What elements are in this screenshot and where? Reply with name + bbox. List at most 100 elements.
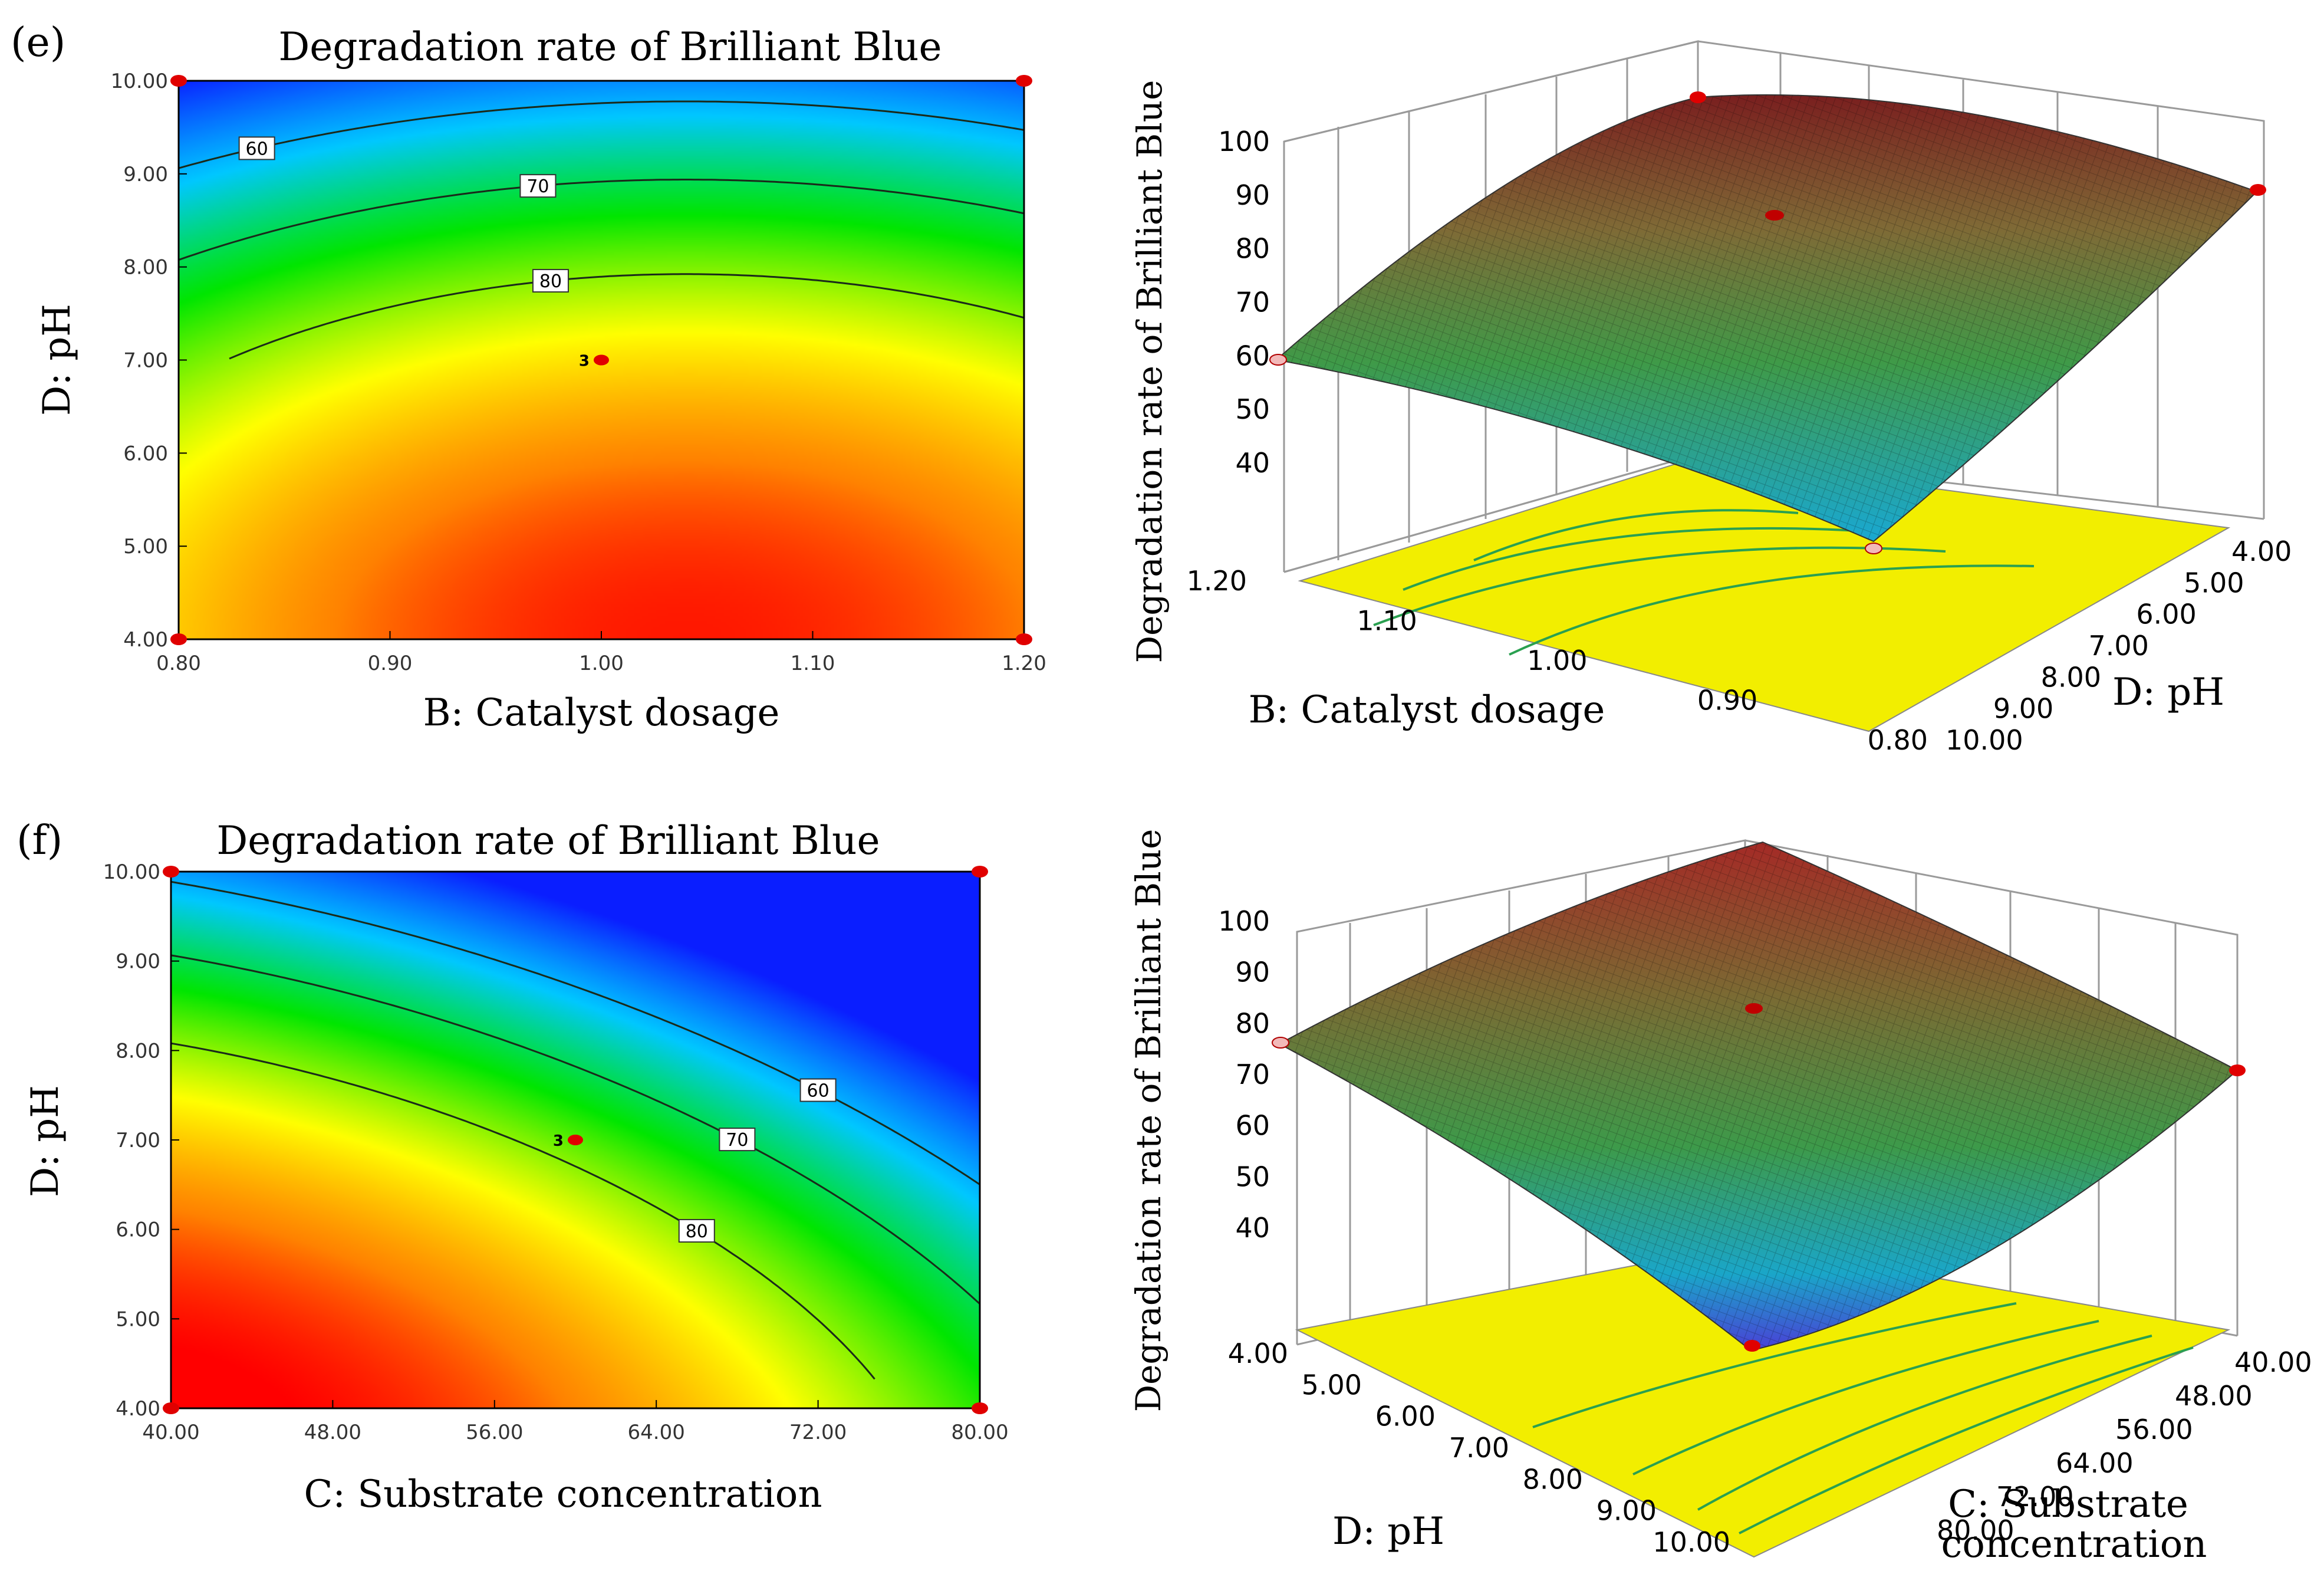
surface-tick-label: 5.00 bbox=[2184, 567, 2244, 599]
y-tick-label: 10.00 bbox=[103, 860, 160, 884]
center-point bbox=[568, 1135, 583, 1145]
contour-line-60 bbox=[178, 100, 1025, 169]
z-tick-label: 80 bbox=[1235, 1007, 1270, 1039]
x-ticks-e: 0.80 0.90 1.00 1.10 1.20 bbox=[156, 631, 1046, 675]
surface-tick-label: 48.00 bbox=[2175, 1380, 2253, 1412]
y-tick-label: 8.00 bbox=[123, 256, 168, 280]
contour-line-60 bbox=[170, 880, 980, 1185]
x-ticks-f: 40.00 48.00 56.00 64.00 72.00 80.00 bbox=[142, 1400, 1009, 1444]
contour-plot-e: (e) Degradation rate of Brilliant Blue 6… bbox=[11, 19, 1046, 735]
design-point bbox=[1016, 75, 1032, 87]
surface-tick-label: 0.90 bbox=[1697, 685, 1757, 717]
surface-tick-label: 4.00 bbox=[1228, 1338, 1288, 1369]
center-point-label: 3 bbox=[553, 1132, 564, 1150]
surface-tick-label: 6.00 bbox=[1375, 1401, 1436, 1432]
design-point bbox=[170, 633, 187, 645]
y-tick-label: 4.00 bbox=[116, 1397, 160, 1421]
z-tick-label: 100 bbox=[1218, 905, 1270, 937]
contour-label-text: 60 bbox=[246, 139, 268, 159]
x-tick-label: 48.00 bbox=[304, 1421, 361, 1444]
contour-line-70 bbox=[178, 179, 1025, 261]
y-tick-label: 5.00 bbox=[116, 1307, 160, 1331]
z-tick-label: 50 bbox=[1235, 1161, 1270, 1192]
surface-tick-label: 72.00 bbox=[1996, 1481, 2074, 1513]
contour-label-text: 70 bbox=[726, 1130, 748, 1151]
y-tick-label: 7.00 bbox=[123, 349, 168, 373]
contour-line-70 bbox=[170, 954, 981, 1305]
surface-plot-e: 40 50 60 70 80 90 100 1.20 1.10 1.00 0.90 0.80 4.0… bbox=[1130, 40, 2292, 756]
surface-plot-f: 40 50 60 70 80 90 100 4.00 5.00 6.00 7.00 8.00 9.00… bbox=[1128, 829, 2312, 1566]
y-tick-label: 10.00 bbox=[111, 70, 168, 93]
surface-x-label-e: B: Catalyst dosage bbox=[1249, 688, 1605, 732]
surface-tick-label: 4.00 bbox=[2231, 535, 2292, 567]
surface-y-label-e: D: pH bbox=[2112, 671, 2224, 714]
surface-tick-label: 1.00 bbox=[1527, 645, 1587, 676]
floor-contours-e bbox=[1373, 509, 2035, 656]
surface-points-f bbox=[1272, 1003, 2246, 1352]
design-point bbox=[163, 866, 179, 878]
surface-tick-label: 5.00 bbox=[1302, 1369, 1362, 1401]
contour-labels-e: 60 70 80 bbox=[238, 136, 569, 293]
contour-label-text: 70 bbox=[526, 176, 549, 197]
chart-title-e: Degradation rate of Brilliant Blue bbox=[278, 24, 942, 70]
surface-tick-label: 10.00 bbox=[1653, 1526, 1730, 1558]
contour-lines-f bbox=[170, 880, 981, 1380]
y-axis-label-e: D: pH bbox=[35, 304, 79, 416]
x-tick-label: 80.00 bbox=[951, 1421, 1008, 1444]
z-tick-label: 60 bbox=[1235, 340, 1270, 372]
design-point bbox=[1016, 633, 1032, 645]
z-axis-label-e: Degradation rate of Brilliant Blue bbox=[1130, 80, 1170, 663]
contour-label: 80 bbox=[678, 1219, 715, 1243]
surface-tick-label: 64.00 bbox=[2056, 1447, 2134, 1479]
surface-tick-label: 8.00 bbox=[2041, 661, 2101, 693]
x-tick-label: 1.10 bbox=[791, 652, 835, 675]
contour-label: 60 bbox=[238, 136, 275, 160]
floor-contours-f bbox=[1532, 1302, 2194, 1534]
z-tick-label: 60 bbox=[1235, 1110, 1270, 1142]
surface-tick-label: 1.10 bbox=[1357, 605, 1417, 637]
y-tick-label: 6.00 bbox=[116, 1218, 160, 1242]
z-tick-label: 40 bbox=[1235, 447, 1270, 479]
surface-tick-label: 9.00 bbox=[1993, 693, 2053, 725]
contour-plot-f: (f) Degradation rate of Brilliant Blue 6… bbox=[17, 817, 1009, 1516]
surface-tick-label: 1.20 bbox=[1187, 565, 1247, 597]
x-tick-label: 0.90 bbox=[368, 652, 413, 675]
surface-tick-label: 0.80 bbox=[1868, 724, 1928, 756]
z-ticks-e: 40 50 60 70 80 90 100 bbox=[1218, 126, 1270, 479]
surface-tick-label: 7.00 bbox=[2089, 630, 2149, 662]
z-tick-label: 80 bbox=[1235, 233, 1270, 265]
z-tick-label: 50 bbox=[1235, 393, 1270, 425]
panel-label-e: (e) bbox=[11, 19, 65, 66]
x-axis-label-f: C: Substrate concentration bbox=[304, 1473, 822, 1516]
contour-label-text: 60 bbox=[807, 1081, 829, 1102]
x-tick-label: 0.80 bbox=[156, 652, 201, 675]
x-tick-label: 1.00 bbox=[579, 652, 624, 675]
panel-label-f: (f) bbox=[17, 817, 62, 864]
chart-title-f: Degradation rate of Brilliant Blue bbox=[216, 818, 880, 863]
design-point bbox=[972, 1402, 988, 1414]
center-point bbox=[594, 354, 609, 366]
contour-labels-f: 60 70 80 bbox=[678, 1078, 837, 1243]
surface-tick-label: 10.00 bbox=[1946, 724, 2023, 756]
contour-label-text: 80 bbox=[539, 271, 562, 292]
x-tick-label: 56.00 bbox=[466, 1421, 523, 1444]
surface-tick-label: 40.00 bbox=[2234, 1346, 2312, 1378]
design-points-f: 3 bbox=[163, 866, 988, 1414]
floor-f bbox=[1295, 1243, 2231, 1558]
design-point bbox=[972, 866, 988, 878]
contour-label: 70 bbox=[519, 174, 557, 198]
contour-label: 80 bbox=[532, 269, 569, 293]
x-axis-label-e: B: Catalyst dosage bbox=[423, 691, 780, 735]
z-tick-label: 40 bbox=[1235, 1212, 1270, 1244]
surface-tick-label: 9.00 bbox=[1596, 1495, 1657, 1527]
design-points-e: 3 bbox=[170, 75, 1032, 645]
z-tick-label: 70 bbox=[1235, 1059, 1270, 1090]
z-tick-label: 90 bbox=[1235, 179, 1270, 211]
surface-tick-label: 80.00 bbox=[1937, 1514, 2014, 1546]
y-tick-label: 9.00 bbox=[123, 163, 168, 186]
contour-line-80 bbox=[170, 1042, 875, 1380]
surface-tick-label: 56.00 bbox=[2115, 1414, 2193, 1445]
z-tick-label: 70 bbox=[1235, 287, 1270, 318]
